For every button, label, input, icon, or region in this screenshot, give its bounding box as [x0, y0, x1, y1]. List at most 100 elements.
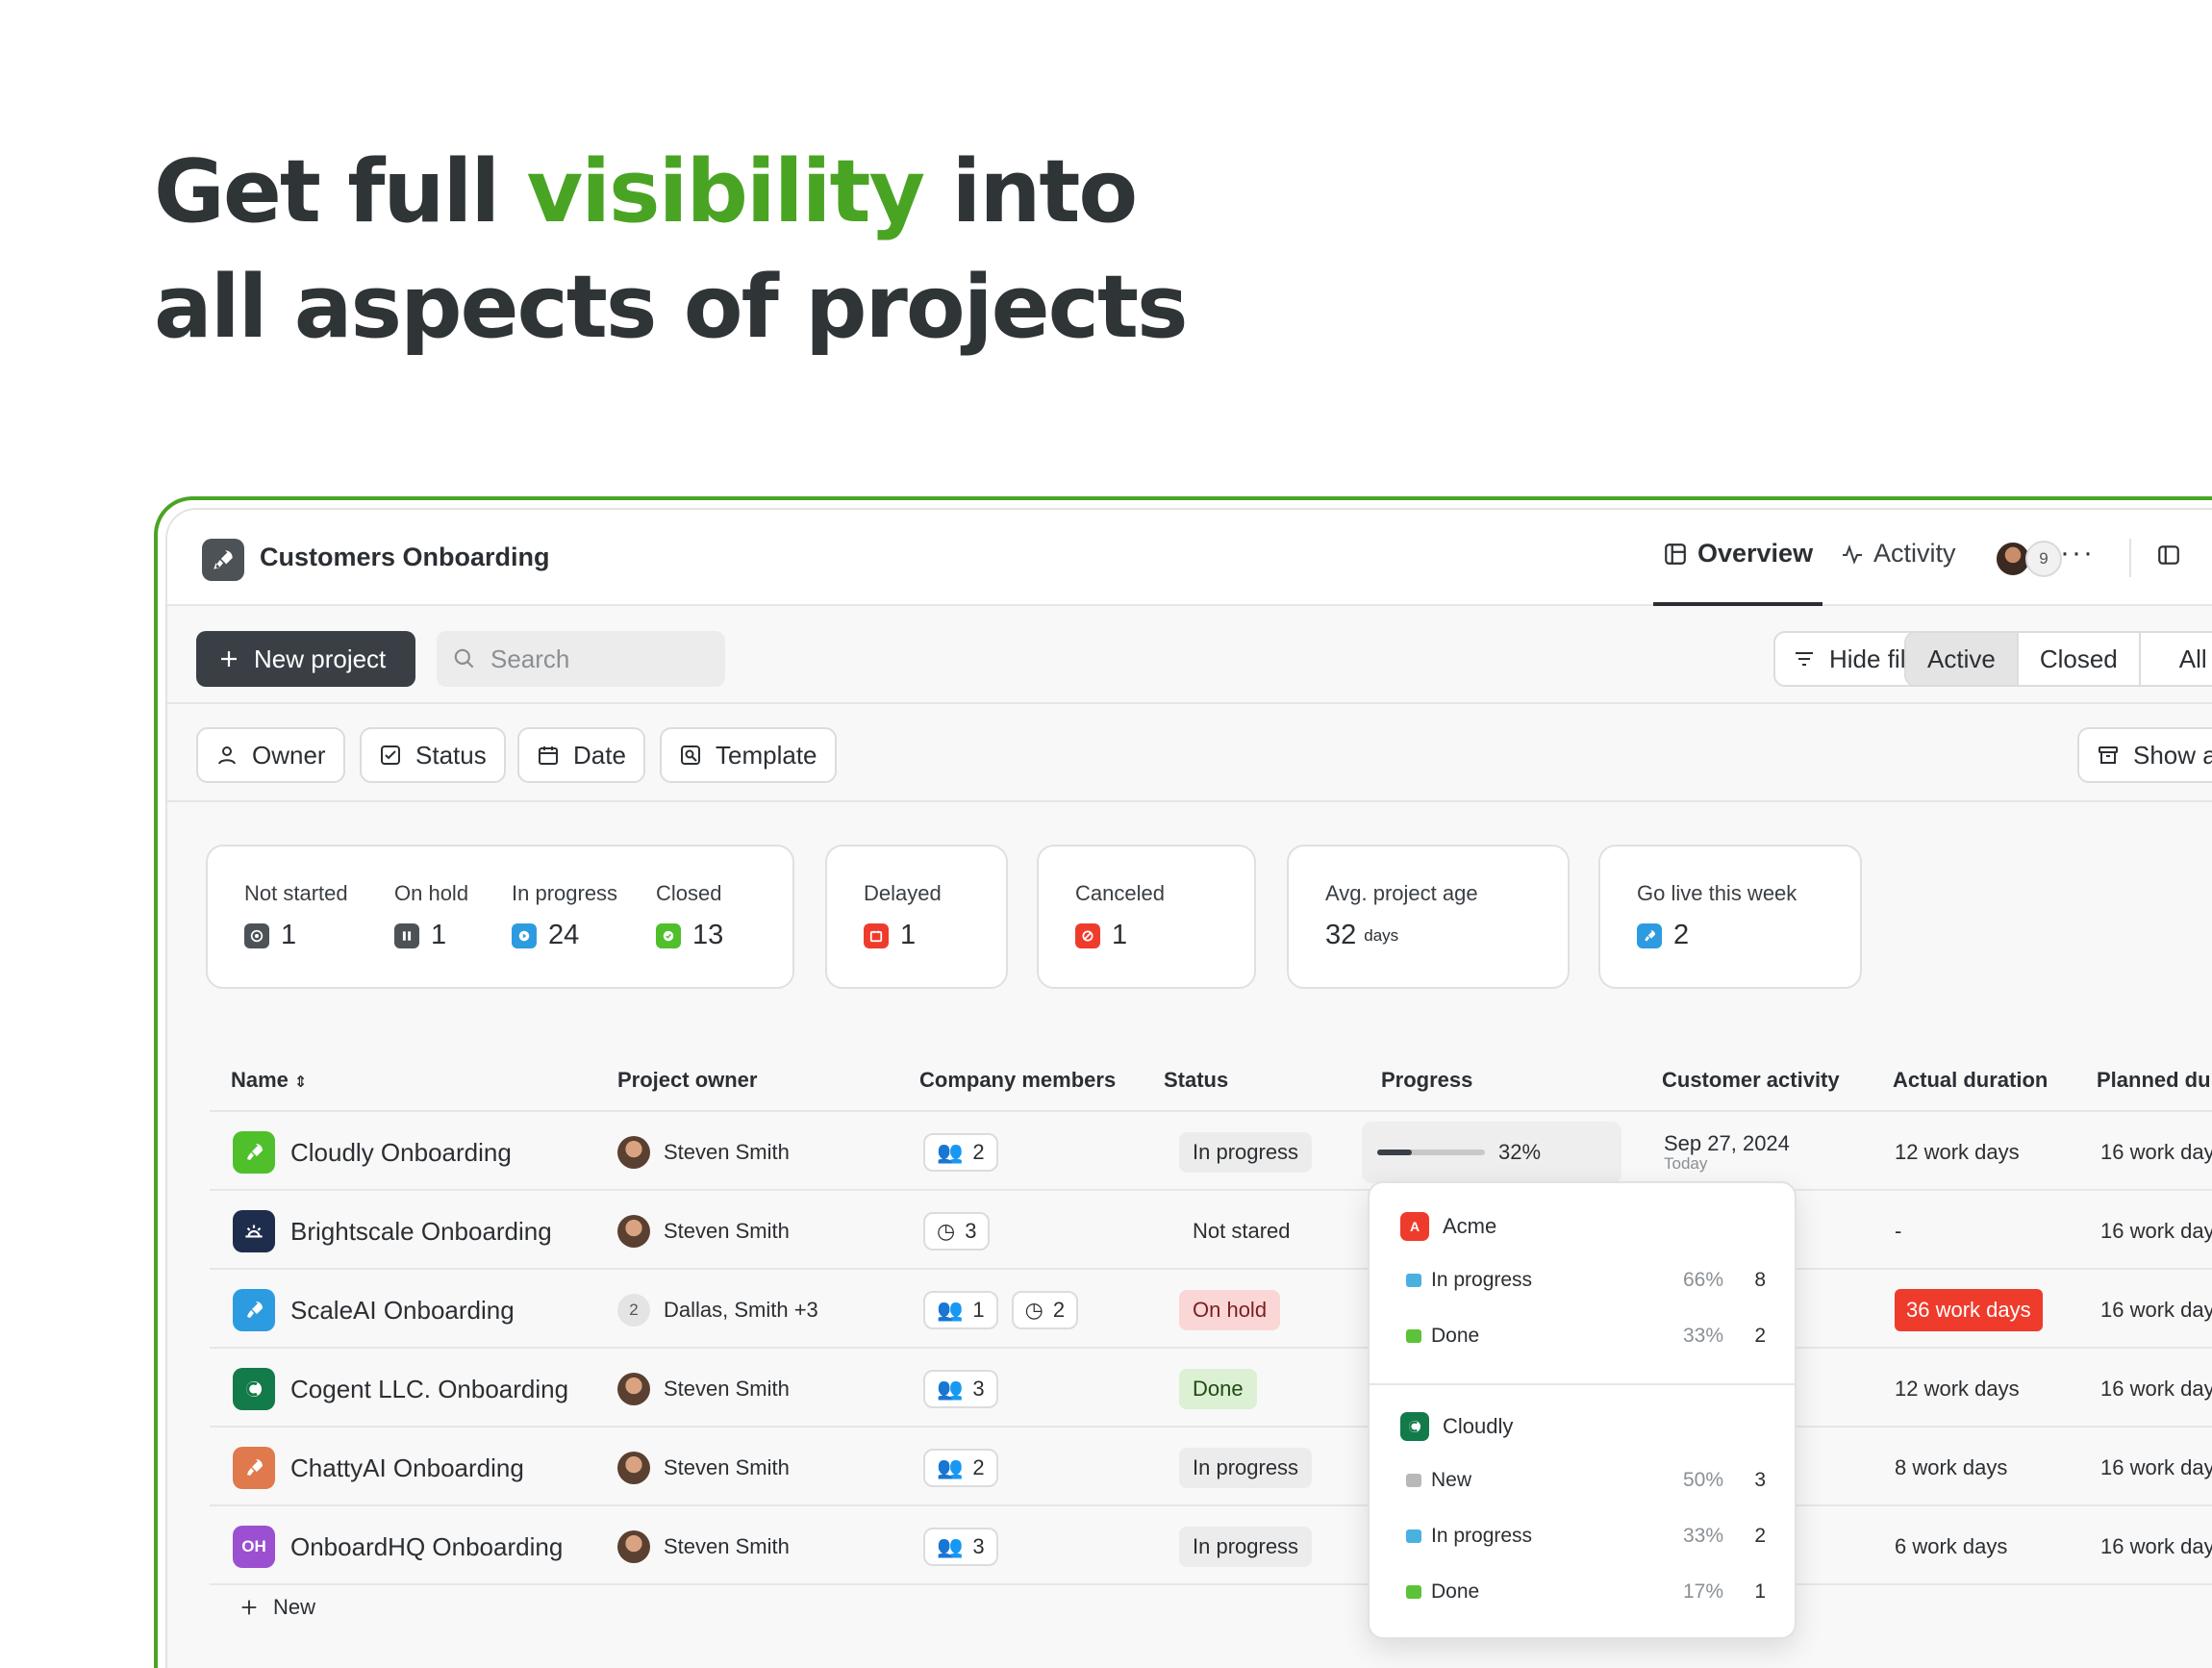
calendar-alert-icon [864, 922, 889, 948]
members-chip[interactable]: 👥 2 [923, 1133, 998, 1172]
row-label: In progress [1431, 1269, 1533, 1291]
users-icon: 👥 [937, 1140, 964, 1164]
popover-row: In progress 66% 8 [1406, 1266, 1766, 1295]
rocket-icon [233, 1289, 275, 1331]
date-filter-label: Date [573, 740, 626, 770]
status-badge[interactable]: Not stared [1193, 1219, 1291, 1243]
canceled-card[interactable]: Canceled 1 [1037, 845, 1256, 989]
project-name[interactable]: OnboardHQ Onboarding [290, 1531, 564, 1561]
table-row[interactable]: ChattyAI Onboarding Steven Smith 👥 2 In p… [210, 1429, 2212, 1506]
popover-row: Done 17% 1 [1406, 1578, 1766, 1606]
column-progress[interactable]: Progress [1381, 1068, 1473, 1092]
status-badge[interactable]: On hold [1179, 1290, 1281, 1330]
table-row[interactable]: Brightscale Onboarding Steven Smith ◷ 3 N… [210, 1193, 2212, 1270]
stat-not-started[interactable]: Not started 1 [244, 881, 348, 951]
column-activity[interactable]: Customer activity [1662, 1068, 1840, 1092]
play-icon [512, 922, 537, 948]
progress-label: 32% [1498, 1140, 1542, 1164]
divider [2129, 539, 2131, 577]
avatar [617, 1530, 650, 1563]
go-live-card[interactable]: Go live this week 2 [1598, 845, 1862, 989]
delayed-card[interactable]: Delayed 1 [825, 845, 1008, 989]
avatar [1995, 541, 2031, 577]
project-name[interactable]: ChattyAI Onboarding [290, 1453, 524, 1482]
members-count: 2 [972, 1455, 985, 1479]
popover-row: New 50% 3 [1406, 1466, 1766, 1495]
side-panel-icon[interactable] [2156, 543, 2181, 572]
column-status[interactable]: Status [1164, 1068, 1229, 1092]
app-window: Customers Onboarding Overview Activity 9… [154, 496, 2212, 1668]
status-badge[interactable]: Done [1179, 1369, 1257, 1409]
table-row[interactable]: ScaleAI Onboarding 2 Dallas, Smith +3 👥 1 ◷… [210, 1272, 2212, 1349]
members-count: 2 [972, 1140, 985, 1164]
members-count: 3 [972, 1377, 985, 1401]
stat-closed[interactable]: Closed 13 [656, 881, 723, 951]
owner-name: Steven Smith [664, 1377, 790, 1401]
headline-line-2: all aspects of projects [154, 257, 1189, 358]
toolbar: New project Search Hide filters Active C… [167, 608, 2212, 704]
segment-active[interactable]: Active [1906, 633, 2019, 685]
segment-closed[interactable]: Closed [2019, 633, 2141, 685]
new-project-label: New project [254, 644, 387, 673]
add-new-row-button[interactable]: New [239, 1595, 315, 1620]
members-avatars[interactable]: 9 [1995, 541, 2062, 577]
members-chip[interactable]: ◷ 3 [923, 1212, 991, 1251]
pending-chip[interactable]: ◷ 2 [1011, 1291, 1079, 1329]
rocket-icon [233, 1131, 275, 1174]
column-owner[interactable]: Project owner [617, 1068, 758, 1092]
search-input[interactable]: Search [437, 631, 725, 687]
check-circle-icon [656, 922, 681, 948]
status-filter[interactable]: Status [360, 727, 506, 783]
calendar-icon [539, 746, 558, 765]
headline-accent: visibility [526, 141, 926, 242]
planned-duration: 16 work day [2100, 1534, 2212, 1558]
project-name[interactable]: Cloudly Onboarding [290, 1137, 512, 1167]
project-name[interactable]: Cogent LLC. Onboarding [290, 1374, 569, 1403]
avatar [617, 1215, 650, 1248]
show-archived-button[interactable]: Show ar [2077, 727, 2212, 783]
column-planned-duration[interactable]: Planned dura [2097, 1068, 2212, 1092]
members-chip[interactable]: 👥 3 [923, 1528, 998, 1566]
column-name[interactable]: Name ⇕ [231, 1068, 307, 1093]
progress-cell[interactable]: 32% [1362, 1122, 1621, 1183]
stat-in-progress[interactable]: In progress 24 [512, 881, 617, 951]
rocket-icon [202, 539, 244, 581]
tab-overview[interactable]: Overview [1652, 539, 1823, 606]
status-badge[interactable]: In progress [1179, 1527, 1313, 1567]
column-actual-duration[interactable]: Actual duration [1893, 1068, 2049, 1092]
project-name[interactable]: ScaleAI Onboarding [290, 1295, 515, 1325]
stat-label: Go live this week [1637, 881, 1797, 905]
legend-dot [1406, 1474, 1421, 1487]
members-chip[interactable]: 👥 2 [923, 1449, 998, 1487]
status-badge[interactable]: In progress [1179, 1132, 1313, 1173]
popover-row: In progress 33% 2 [1406, 1522, 1766, 1551]
clock-icon: ◷ [937, 1219, 956, 1243]
project-name[interactable]: Brightscale Onboarding [290, 1216, 552, 1246]
stat-unit: days [1364, 925, 1399, 945]
tab-activity-label: Activity [1873, 539, 1956, 568]
table-row[interactable]: Cogent LLC. Onboarding Steven Smith 👥 3 D… [210, 1351, 2212, 1428]
row-label: Done [1431, 1580, 1480, 1603]
template-filter[interactable]: Template [660, 727, 837, 783]
owner-filter-label: Owner [252, 740, 326, 770]
row-label: In progress [1431, 1525, 1533, 1547]
table-row[interactable]: OH OnboardHQ Onboarding Steven Smith 👥 3 I… [210, 1508, 2212, 1585]
owner-filter[interactable]: Owner [196, 727, 345, 783]
date-filter[interactable]: Date [517, 727, 645, 783]
members-chip[interactable]: 👥 3 [923, 1370, 998, 1408]
row-count: 2 [1754, 1525, 1766, 1547]
stat-on-hold[interactable]: On hold 1 [394, 881, 468, 951]
status-badge[interactable]: In progress [1179, 1448, 1313, 1488]
row-percent: 50% [1682, 1469, 1723, 1491]
more-options-button[interactable]: ··· [2060, 537, 2095, 569]
activity-date: Sep 27, 2024 [1664, 1130, 1790, 1155]
table-row[interactable]: Cloudly Onboarding Steven Smith 👥 2 In pr… [210, 1114, 2212, 1191]
stat-value: 24 [548, 920, 580, 950]
actual-duration: 8 work days [1895, 1455, 2008, 1479]
members-chip[interactable]: 👥 1 [923, 1291, 998, 1329]
new-project-button[interactable]: New project [196, 631, 415, 687]
column-members[interactable]: Company members [919, 1068, 1117, 1092]
search-placeholder: Search [490, 644, 570, 673]
segment-all[interactable]: All [2178, 644, 2207, 673]
tab-activity[interactable]: Activity [1841, 539, 1956, 569]
